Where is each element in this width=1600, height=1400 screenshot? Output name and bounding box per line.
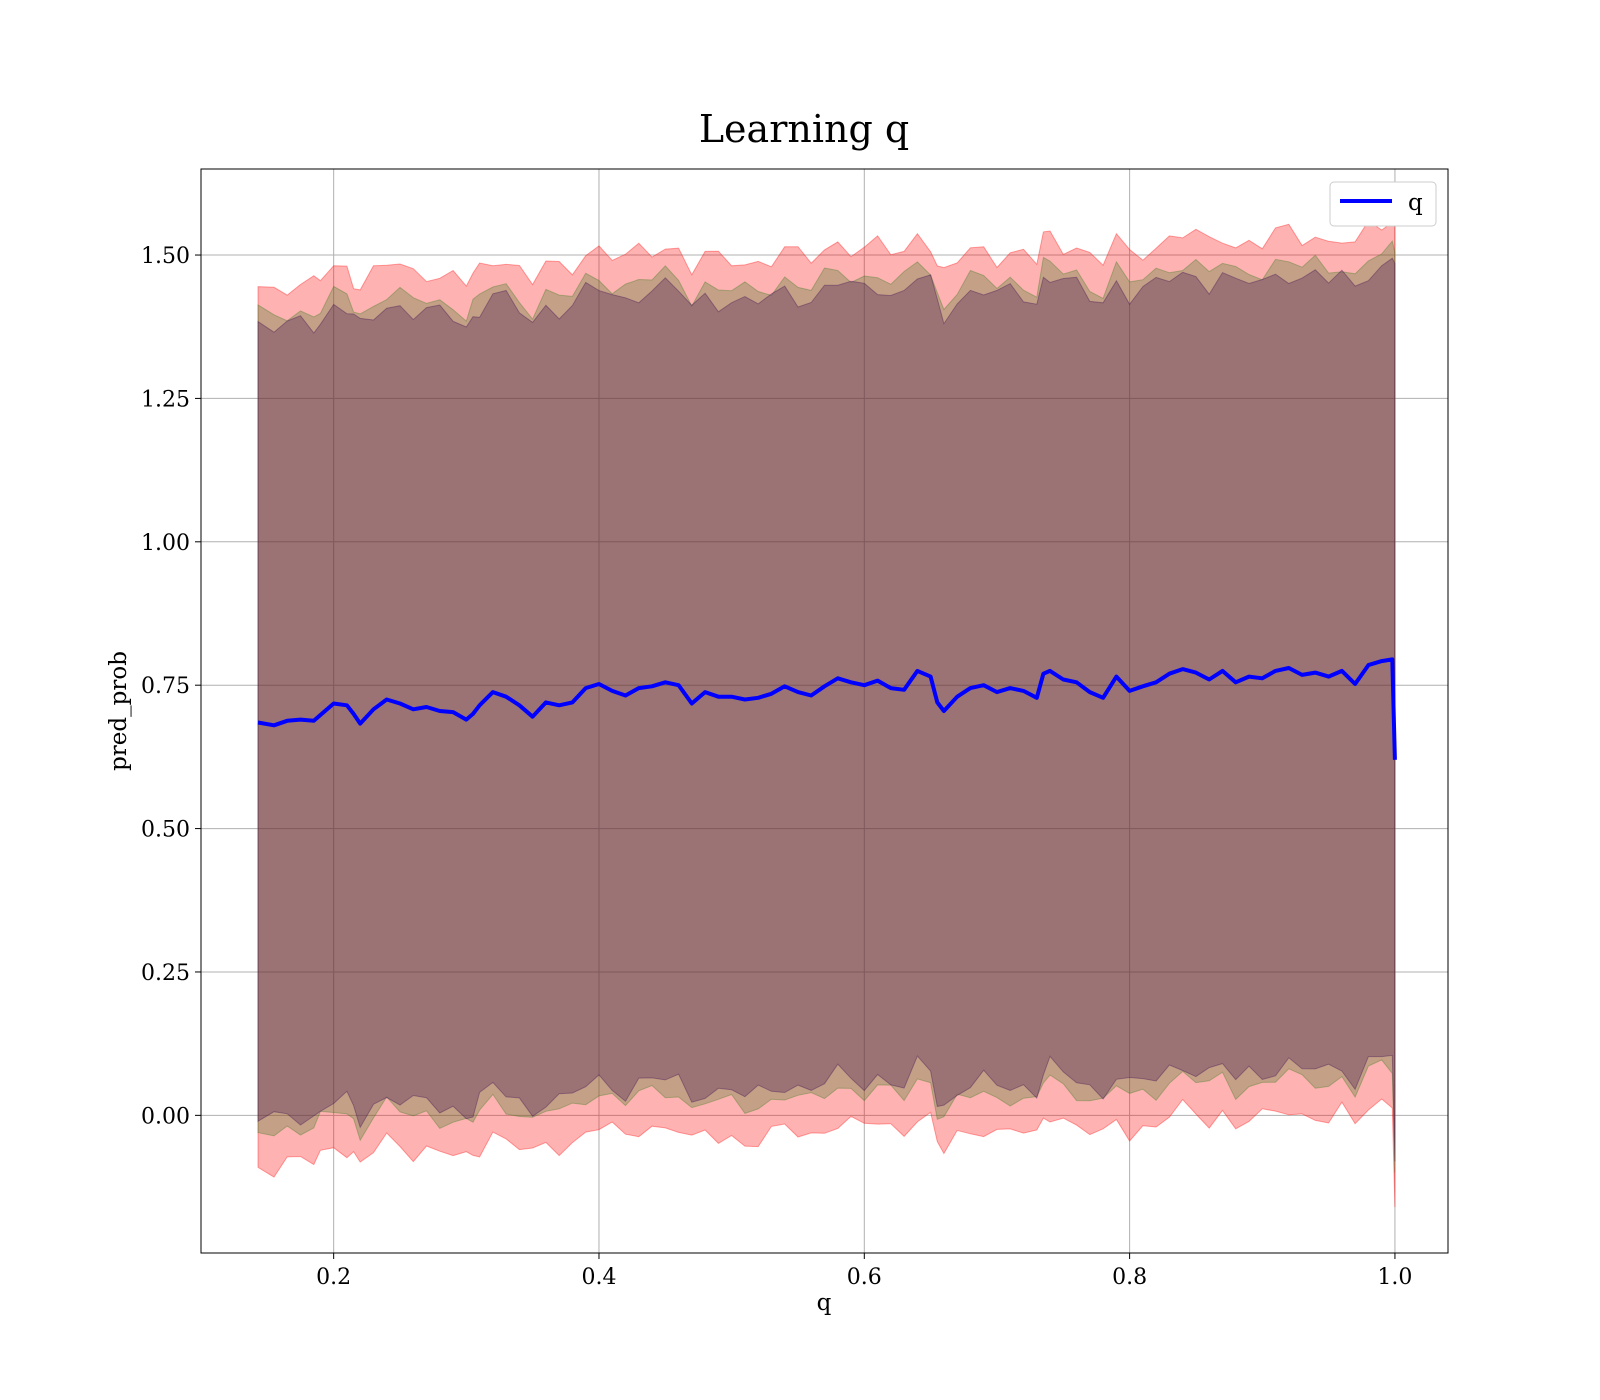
plot-frame: [200, 168, 1449, 1254]
y-tick-label: 0.25: [141, 961, 190, 986]
y-tick-label: 1.00: [141, 531, 190, 556]
x-tick-label: 0.4: [581, 1265, 616, 1290]
series-lines: [257, 657, 1397, 760]
y-tick-label: 1.50: [141, 244, 190, 269]
x-tick-label: 0.2: [316, 1265, 351, 1290]
legend: q: [1329, 181, 1437, 227]
x-tick-label: 0.8: [1112, 1265, 1147, 1290]
gridlines: [201, 169, 1448, 1253]
y-tick-label: 0.00: [141, 1104, 190, 1129]
confidence-band: [257, 240, 1396, 1173]
y-tick-label: 0.75: [141, 674, 190, 699]
x-tick-label: 0.6: [847, 1265, 882, 1290]
chart-title: Learning q: [699, 107, 909, 151]
y-tick-label: 1.25: [141, 387, 190, 412]
y-tick-label: 0.50: [141, 818, 190, 843]
legend-label-q: q: [1408, 190, 1423, 216]
x-tick-label: 1.0: [1377, 1265, 1412, 1290]
confidence-band: [257, 257, 1396, 1162]
x-ticks: 0.2 0.4 0.6 0.8 1.0: [316, 1253, 1412, 1290]
x-axis-label: q: [817, 1290, 832, 1316]
series-line-q: [257, 657, 1397, 760]
y-axis-label: pred_prob: [106, 651, 132, 771]
y-ticks: 0.00 0.25 0.50 0.75 1.00 1.25 1.50: [141, 244, 201, 1129]
legend-box: [1329, 181, 1437, 227]
confidence-bands: [257, 220, 1396, 1208]
confidence-band: [257, 220, 1396, 1208]
